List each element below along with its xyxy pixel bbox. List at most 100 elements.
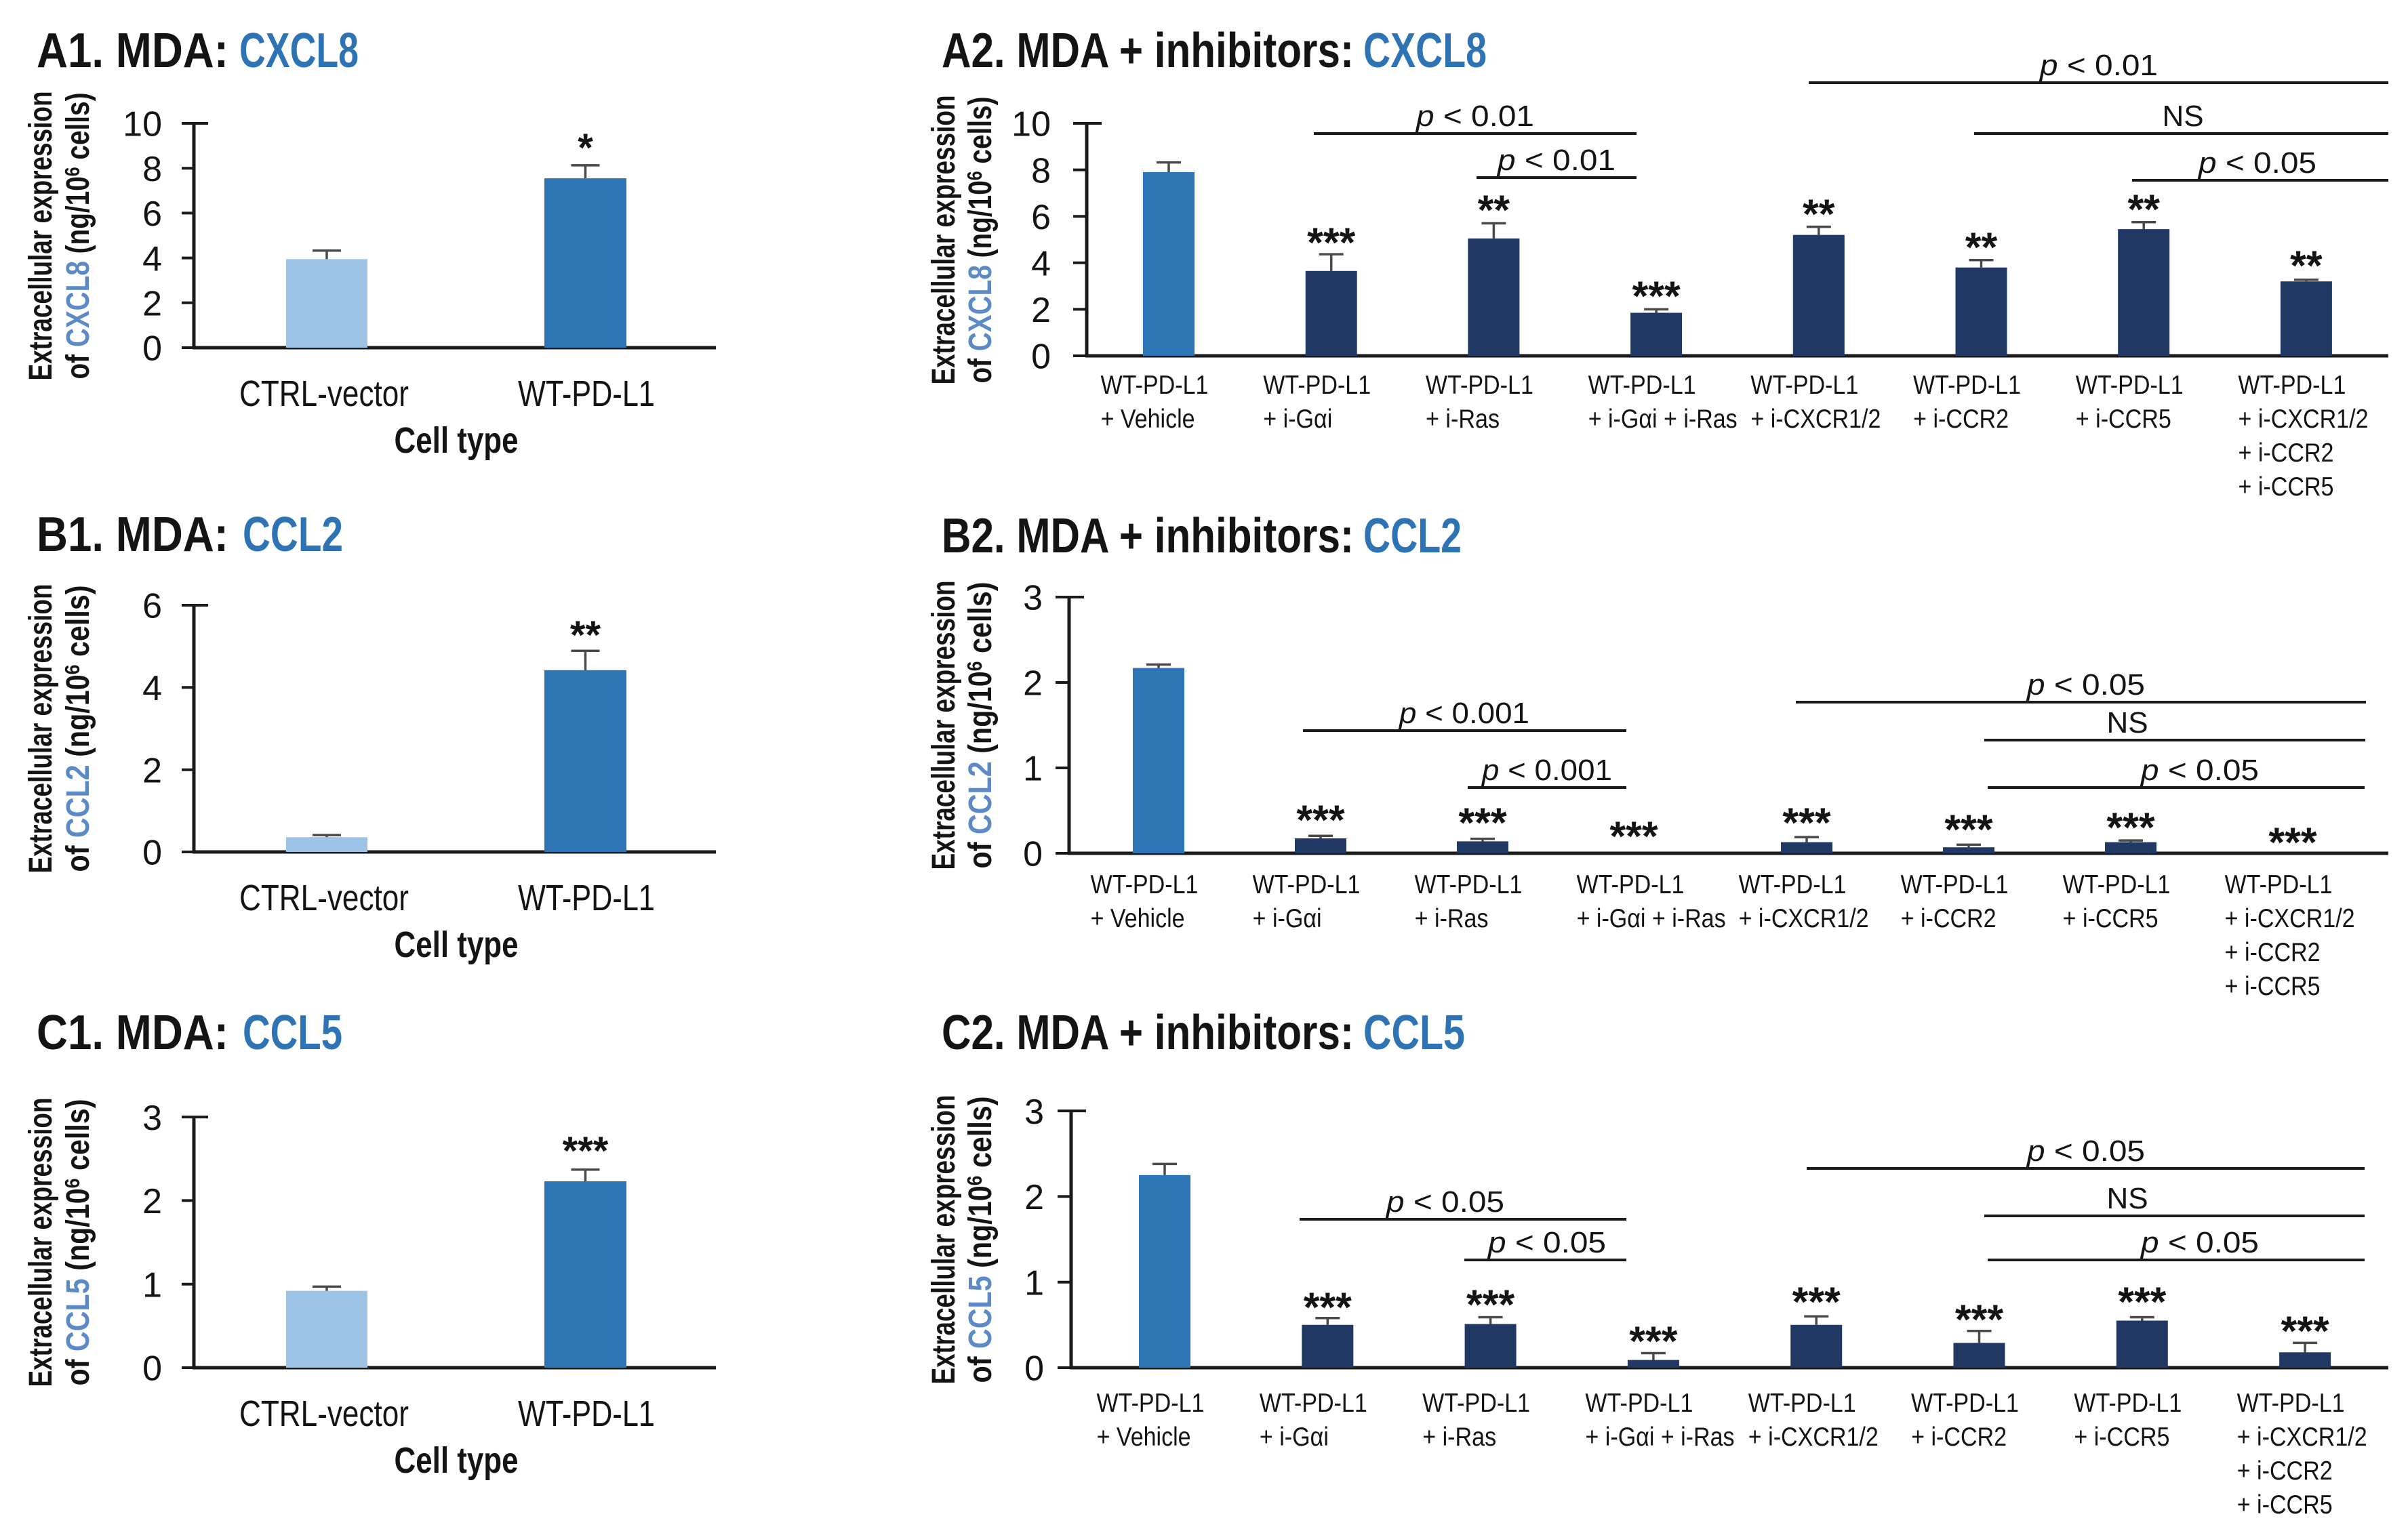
svg-text:WT-PD-L1: WT-PD-L1 — [2238, 371, 2346, 400]
svg-text:of CCL5 (ng/106 cells): of CCL5 (ng/106 cells) — [60, 1099, 96, 1386]
svg-text:NS: NS — [2162, 100, 2203, 133]
svg-text:WT-PD-L1: WT-PD-L1 — [2076, 371, 2184, 400]
svg-text:+ i-CXCR1/2: + i-CXCR1/2 — [1750, 405, 1881, 434]
svg-text:WT-PD-L1: WT-PD-L1 — [1577, 870, 1685, 899]
svg-text:3: 3 — [1024, 1093, 1044, 1132]
svg-text:WT-PD-L1: WT-PD-L1 — [1422, 1389, 1530, 1418]
svg-text:WT-PD-L1: WT-PD-L1 — [1426, 371, 1533, 400]
svg-text:p < 0.01: p < 0.01 — [2039, 49, 2158, 82]
svg-text:+ i-Gαi: + i-Gαi — [1260, 1423, 1329, 1452]
svg-text:0: 0 — [1024, 1349, 1044, 1389]
svg-text:CCL2: CCL2 — [1363, 509, 1462, 563]
svg-text:+ i-CXCR1/2: + i-CXCR1/2 — [1748, 1423, 1879, 1452]
svg-text:p < 0.01: p < 0.01 — [1415, 100, 1534, 133]
svg-text:+ i-CXCR1/2: + i-CXCR1/2 — [1739, 904, 1869, 933]
svg-text:WT-PD-L1: WT-PD-L1 — [2225, 870, 2333, 899]
svg-text:0: 0 — [142, 329, 162, 369]
svg-text:Extracellular expression: Extracellular expression — [23, 91, 59, 381]
svg-text:***: *** — [1296, 796, 1344, 842]
svg-text:WT-PD-L1: WT-PD-L1 — [2237, 1389, 2345, 1418]
svg-text:+ i-Gαi: + i-Gαi — [1263, 405, 1332, 434]
svg-text:Cell type: Cell type — [395, 420, 519, 461]
svg-text:2: 2 — [1031, 291, 1051, 330]
svg-text:WT-PD-L1: WT-PD-L1 — [1585, 1389, 1693, 1418]
svg-text:p < 0.05: p < 0.05 — [2026, 668, 2145, 701]
svg-text:WT-PD-L1: WT-PD-L1 — [1913, 371, 2021, 400]
svg-text:A1. MDA:: A1. MDA: — [37, 24, 228, 78]
svg-text:0: 0 — [142, 1349, 162, 1389]
svg-text:of CXCL8 (ng/106 cells): of CXCL8 (ng/106 cells) — [60, 92, 96, 379]
svg-text:10: 10 — [123, 105, 162, 144]
svg-text:***: *** — [1632, 272, 1680, 319]
svg-text:WT-PD-L1: WT-PD-L1 — [1415, 870, 1523, 899]
svg-text:p < 0.05: p < 0.05 — [2197, 146, 2316, 180]
svg-text:***: *** — [1458, 799, 1506, 845]
svg-text:WT-PD-L1: WT-PD-L1 — [1101, 371, 1209, 400]
svg-text:***: *** — [1466, 1281, 1514, 1327]
svg-text:***: *** — [2106, 804, 2154, 850]
svg-text:2: 2 — [1023, 664, 1043, 704]
svg-text:CCL5: CCL5 — [1363, 1006, 1465, 1060]
svg-text:NS: NS — [2106, 706, 2148, 739]
svg-text:1: 1 — [142, 1265, 162, 1305]
svg-text:0: 0 — [1023, 835, 1043, 874]
svg-text:+ i-CCR5: + i-CCR5 — [2225, 972, 2321, 1001]
svg-text:+ i-Gαi + i-Ras: + i-Gαi + i-Ras — [1577, 904, 1726, 933]
svg-text:WT-PD-L1: WT-PD-L1 — [1901, 870, 2009, 899]
svg-text:***: *** — [1782, 799, 1830, 845]
svg-text:4: 4 — [1031, 245, 1051, 284]
svg-text:4: 4 — [142, 239, 162, 279]
svg-text:NS: NS — [2106, 1182, 2148, 1215]
svg-text:1: 1 — [1023, 750, 1043, 789]
svg-text:WT-PD-L1: WT-PD-L1 — [518, 878, 655, 918]
svg-text:+ i-CCR5: + i-CCR5 — [2239, 472, 2334, 502]
svg-text:WT-PD-L1: WT-PD-L1 — [1911, 1389, 2019, 1418]
svg-text:**: ** — [1965, 224, 1998, 270]
svg-text:+ i-CCR5: + i-CCR5 — [2063, 904, 2159, 933]
svg-text:of CCL2 (ng/106 cells): of CCL2 (ng/106 cells) — [963, 582, 999, 869]
svg-text:C2. MDA + inhibitors:: C2. MDA + inhibitors: — [942, 1006, 1354, 1060]
svg-text:of CXCL8 (ng/106 cells): of CXCL8 (ng/106 cells) — [963, 96, 999, 383]
svg-text:2: 2 — [142, 751, 162, 790]
svg-text:CCL5: CCL5 — [243, 1006, 342, 1060]
svg-text:WT-PD-L1: WT-PD-L1 — [1739, 870, 1847, 899]
svg-text:B2. MDA + inhibitors:: B2. MDA + inhibitors: — [942, 509, 1354, 563]
svg-text:***: *** — [2281, 1307, 2329, 1353]
svg-text:**: ** — [1803, 190, 1835, 237]
svg-text:p < 0.001: p < 0.001 — [1481, 754, 1612, 787]
svg-text:p < 0.05: p < 0.05 — [1385, 1185, 1504, 1219]
svg-text:+ Vehicle: + Vehicle — [1091, 904, 1185, 933]
svg-text:B1. MDA:: B1. MDA: — [37, 508, 228, 562]
svg-text:Extracellular expression: Extracellular expression — [926, 96, 962, 385]
svg-text:WT-PD-L1: WT-PD-L1 — [1091, 870, 1199, 899]
svg-text:WT-PD-L1: WT-PD-L1 — [1588, 371, 1696, 400]
svg-text:WT-PD-L1: WT-PD-L1 — [1253, 870, 1361, 899]
svg-text:8: 8 — [142, 150, 162, 189]
svg-text:Cell type: Cell type — [395, 924, 519, 965]
svg-text:3: 3 — [1023, 579, 1043, 618]
svg-text:0: 0 — [1031, 338, 1051, 377]
svg-text:***: *** — [1792, 1278, 1841, 1324]
svg-text:+ i-CCR2: + i-CCR2 — [2225, 938, 2321, 967]
svg-text:CTRL-vector: CTRL-vector — [239, 878, 409, 918]
svg-text:A2. MDA + inhibitors:: A2. MDA + inhibitors: — [942, 24, 1354, 78]
svg-text:p < 0.01: p < 0.01 — [1496, 144, 1616, 177]
svg-text:p < 0.05: p < 0.05 — [2140, 1226, 2259, 1259]
svg-text:+ i-Gαi + i-Ras: + i-Gαi + i-Ras — [1586, 1423, 1735, 1452]
svg-text:+ i-CCR5: + i-CCR5 — [2076, 405, 2171, 434]
svg-text:of CCL5 (ng/106 cells): of CCL5 (ng/106 cells) — [963, 1097, 999, 1383]
svg-text:WT-PD-L1: WT-PD-L1 — [1748, 1389, 1856, 1418]
svg-text:***: *** — [1307, 219, 1355, 265]
svg-text:+ i-CCR2: + i-CCR2 — [1911, 1423, 2007, 1452]
svg-text:1: 1 — [1024, 1263, 1044, 1303]
svg-text:Extracellular expression: Extracellular expression — [23, 1098, 59, 1387]
svg-text:p < 0.001: p < 0.001 — [1398, 697, 1529, 730]
svg-text:***: *** — [2268, 819, 2316, 865]
svg-text:+ i-CCR5: + i-CCR5 — [2237, 1490, 2333, 1520]
svg-text:4: 4 — [142, 669, 162, 708]
svg-text:2: 2 — [142, 1182, 162, 1221]
svg-text:***: *** — [1629, 1318, 1677, 1364]
svg-text:0: 0 — [142, 834, 162, 873]
svg-text:WT-PD-L1: WT-PD-L1 — [1263, 371, 1371, 400]
svg-text:**: ** — [570, 613, 601, 657]
